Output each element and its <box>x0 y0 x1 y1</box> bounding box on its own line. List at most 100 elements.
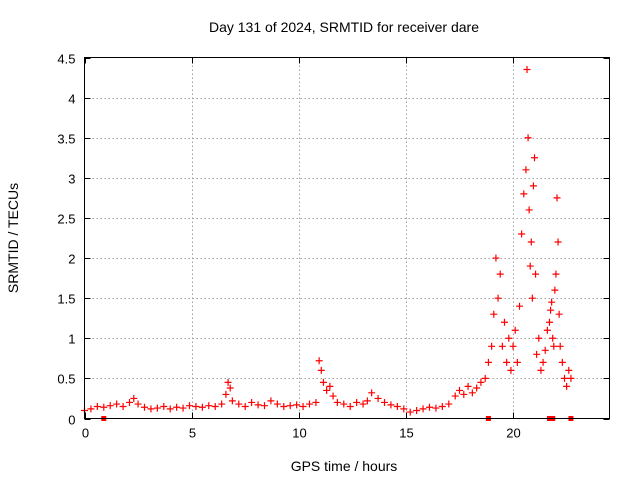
y-tick-label: 3 <box>68 172 75 187</box>
data-point <box>261 402 268 410</box>
data-point <box>329 392 337 400</box>
data-point <box>558 358 566 366</box>
grid-lines <box>84 57 610 419</box>
data-point <box>488 342 496 350</box>
y-tick-label: 1 <box>68 332 75 347</box>
y-tick-label: 0.5 <box>57 372 75 387</box>
data-point <box>179 404 187 412</box>
data-point <box>130 394 138 402</box>
data-point <box>554 238 562 246</box>
data-point <box>173 403 181 411</box>
data-point <box>126 398 133 406</box>
data-point <box>254 401 262 409</box>
y-tick-label: 2 <box>68 252 75 267</box>
data-point <box>567 374 575 382</box>
data-point <box>552 270 560 278</box>
data-point <box>273 400 281 408</box>
data-point <box>513 358 521 366</box>
data-point <box>280 402 288 410</box>
data-point <box>496 270 504 278</box>
data-point <box>387 401 395 409</box>
x-axis-label: GPS time / hours <box>291 458 398 474</box>
data-point <box>363 397 371 405</box>
data-point <box>186 402 193 410</box>
data-point <box>166 405 174 413</box>
data-point <box>477 378 485 386</box>
data-point <box>323 386 331 394</box>
data-point <box>460 390 468 398</box>
data-point <box>509 342 517 350</box>
data-point <box>241 402 249 410</box>
y-tick-label: 2.5 <box>57 212 75 227</box>
data-point <box>293 401 301 409</box>
data-point <box>222 390 230 398</box>
data-point <box>248 398 256 406</box>
data-point <box>426 403 433 411</box>
data-point <box>529 182 537 190</box>
data-point <box>556 342 564 350</box>
y-tick-label: 1.5 <box>57 292 75 307</box>
plot-frame <box>84 57 610 419</box>
data-point <box>400 405 408 413</box>
data-point <box>312 398 320 406</box>
data-point <box>374 394 382 402</box>
data-point <box>413 406 421 414</box>
data-point <box>537 366 545 374</box>
data-point <box>522 166 530 174</box>
data-point <box>524 134 532 142</box>
data-point <box>505 334 513 342</box>
data-point <box>228 397 236 405</box>
y-axis-label: SRMTID / TECUs <box>5 183 21 293</box>
data-point <box>501 318 508 326</box>
y-tick-label: 0 <box>68 413 75 428</box>
data-point <box>326 382 334 390</box>
data-point <box>353 398 361 406</box>
data-point <box>226 384 234 392</box>
data-point <box>147 405 155 413</box>
data-point <box>340 400 348 408</box>
y-tick-label: 4.5 <box>57 52 75 67</box>
data-points <box>81 66 575 416</box>
data-point <box>393 402 401 410</box>
data-point <box>235 400 243 408</box>
data-point <box>359 400 367 408</box>
data-point <box>473 384 481 392</box>
data-point <box>503 358 511 366</box>
data-point <box>541 346 549 354</box>
axis-ticks: 0 5 10 15 20 0 0.5 1 1.5 2 2.5 3 3.5 4 4.5 <box>57 52 610 441</box>
data-point <box>106 402 114 410</box>
data-point <box>490 310 498 318</box>
data-point <box>319 378 327 386</box>
data-point <box>315 357 323 365</box>
data-point <box>456 386 463 394</box>
data-point <box>368 389 376 397</box>
data-point <box>451 392 459 400</box>
data-point <box>516 302 523 310</box>
data-point <box>134 400 142 408</box>
data-point <box>518 230 526 238</box>
data-point <box>555 310 563 318</box>
data-point <box>87 405 95 413</box>
data-point <box>192 402 200 410</box>
data-point <box>406 408 414 416</box>
data-point <box>548 298 556 306</box>
data-point <box>224 378 232 386</box>
data-point <box>520 190 528 198</box>
data-point <box>153 404 161 412</box>
data-point <box>267 397 275 405</box>
data-point <box>381 398 388 406</box>
data-point <box>445 400 453 408</box>
data-point <box>535 334 543 342</box>
data-point <box>511 326 519 334</box>
data-point <box>141 403 148 411</box>
data-point <box>527 238 535 246</box>
data-point <box>561 374 568 382</box>
x-tick-label: 15 <box>399 426 413 441</box>
data-point <box>432 404 440 412</box>
data-point <box>532 270 540 278</box>
x-tick-label: 0 <box>82 426 89 441</box>
data-point <box>100 403 108 411</box>
data-point <box>550 342 558 350</box>
x-tick-label: 5 <box>189 426 196 441</box>
data-point <box>498 342 506 350</box>
